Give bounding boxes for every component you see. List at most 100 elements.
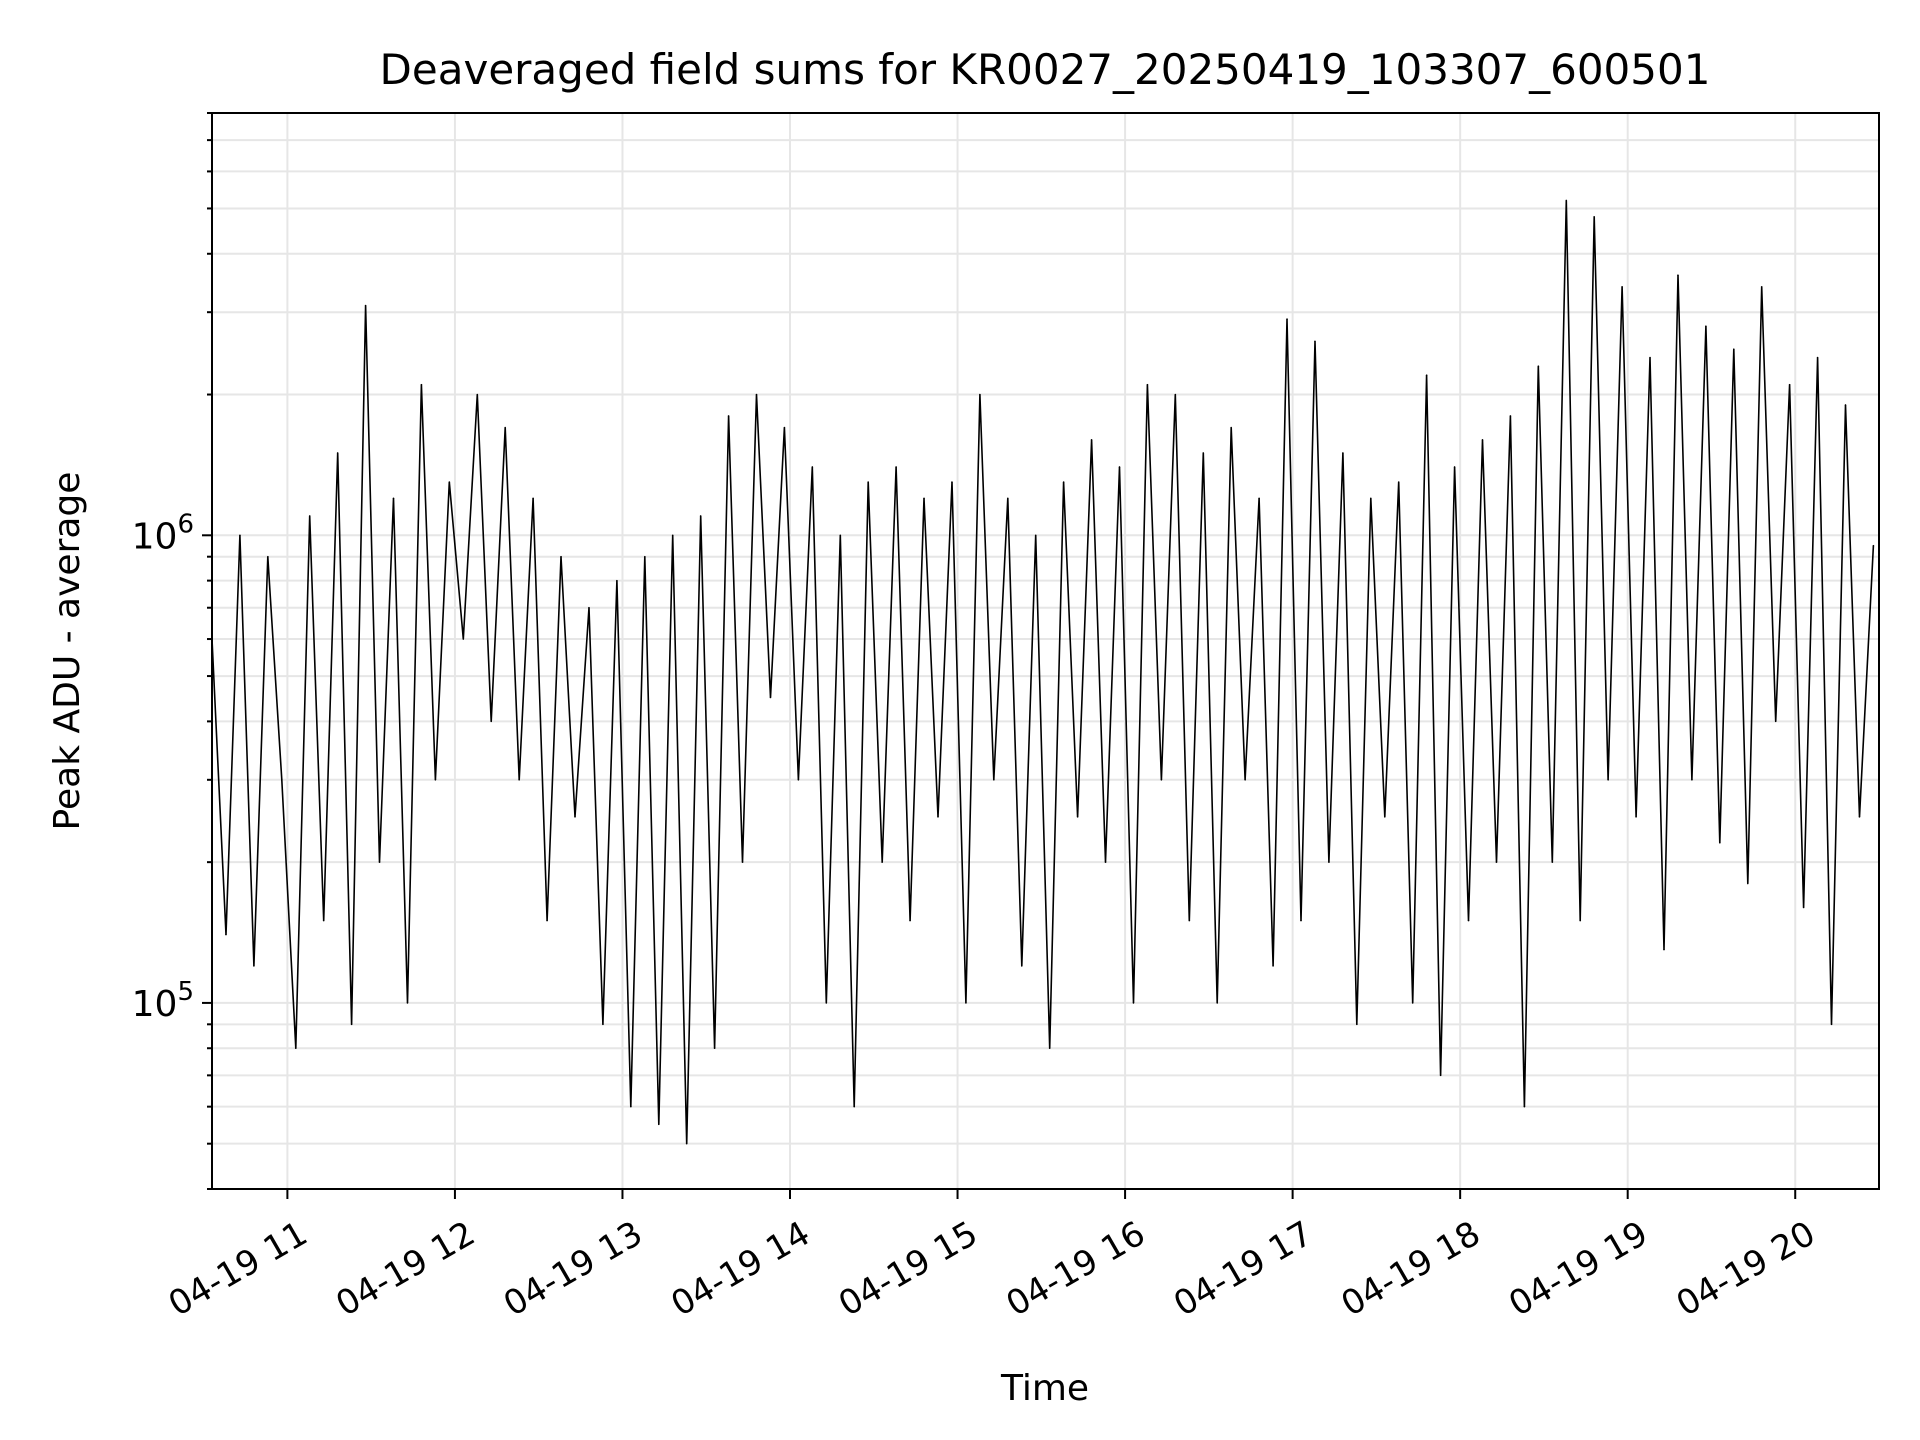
data-point [1397,481,1400,483]
data-point [797,779,800,781]
data-point [1495,861,1498,863]
data-point [923,497,925,500]
data-point [322,919,325,922]
data-point [267,555,269,558]
data-point [294,1047,297,1050]
data-point [602,1023,604,1026]
data-point [741,861,744,863]
data-point [713,1047,716,1050]
data-point [1174,393,1177,396]
data-point [965,1002,967,1004]
data-point [1509,415,1512,417]
data-point [574,816,576,818]
y-tick-label: 105 [132,977,194,1025]
data-point [1830,1023,1833,1026]
x-tick-label: 04-19 15 [832,1214,984,1325]
data-point [1649,356,1651,359]
data-point [1523,1105,1526,1108]
data-point [1439,1074,1442,1077]
data-point [378,861,381,863]
data-point [853,1105,856,1108]
data-point [392,497,395,500]
data-point [1467,919,1470,922]
x-axis-label: Time [1000,1368,1089,1409]
data-point [881,861,883,863]
data-point [1788,383,1791,386]
data-point [1705,325,1707,328]
data-point [909,919,911,922]
data-point [1300,919,1302,922]
data-point [434,779,437,781]
data-point [951,481,953,483]
data-point [406,1002,409,1004]
data-point [476,393,479,396]
data-point [727,415,730,417]
data-point [532,497,534,500]
data-point [1774,720,1777,723]
plot-frame [211,112,1880,1190]
data-point [1328,861,1330,863]
data-point [1244,779,1246,781]
data-point [616,579,618,582]
data-point [755,393,758,396]
data-point [364,304,367,307]
data-point [1537,365,1540,367]
data-point [350,1023,353,1026]
data-point [225,933,227,936]
data-point [1090,439,1093,441]
data-point [1048,1047,1051,1050]
y-tick-label: 106 [132,509,194,557]
data-point [1188,919,1191,922]
data-point [546,919,548,922]
data-point [1453,466,1456,468]
data-point [239,534,241,537]
data-point [448,481,451,483]
data-point [1383,816,1386,818]
data-point [1007,497,1009,500]
data-point [1258,497,1260,500]
x-tick-label: 04-19 18 [1335,1214,1487,1325]
data-point [1872,544,1875,547]
data-point [1342,452,1344,454]
data-point [1104,861,1107,863]
data-point [769,696,772,699]
data-point [1579,919,1582,922]
x-tick-label: 04-19 11 [162,1214,314,1325]
data-point [979,393,981,396]
data-point [462,638,465,640]
x-tick-label: 04-19 12 [329,1214,481,1325]
data-point [867,481,869,483]
data-point [1370,497,1372,500]
data-point [699,515,702,517]
data-point [839,534,842,537]
data-point [1760,285,1763,288]
data-point [685,1142,688,1145]
data-point [1746,882,1749,885]
data-point [1356,1023,1358,1026]
data-point [1593,215,1595,218]
data-point [671,534,674,537]
x-tick-label: 04-19 17 [1167,1214,1319,1325]
data-point [1272,965,1274,967]
data-point [518,779,520,781]
data-point [1844,404,1847,406]
series-line-group [211,199,1875,1145]
data-point [1733,348,1735,351]
x-tick-label: 04-19 19 [1502,1214,1654,1325]
chart-title: Deaveraged field sums for KR0027_2025041… [380,45,1711,94]
data-point [1034,534,1037,537]
data-point [1816,356,1819,359]
data-point [1076,816,1079,818]
data-point [1691,779,1693,781]
data-point [825,1002,828,1004]
x-tick-label: 04-19 13 [497,1214,649,1325]
data-point [1677,274,1679,276]
data-point [1663,948,1665,951]
data-point [1565,199,1568,202]
data-point [1314,340,1316,343]
data-point [644,555,646,558]
data-point [1802,906,1805,909]
data-point [336,452,339,454]
data-point [1118,466,1121,468]
data-point [253,965,255,967]
